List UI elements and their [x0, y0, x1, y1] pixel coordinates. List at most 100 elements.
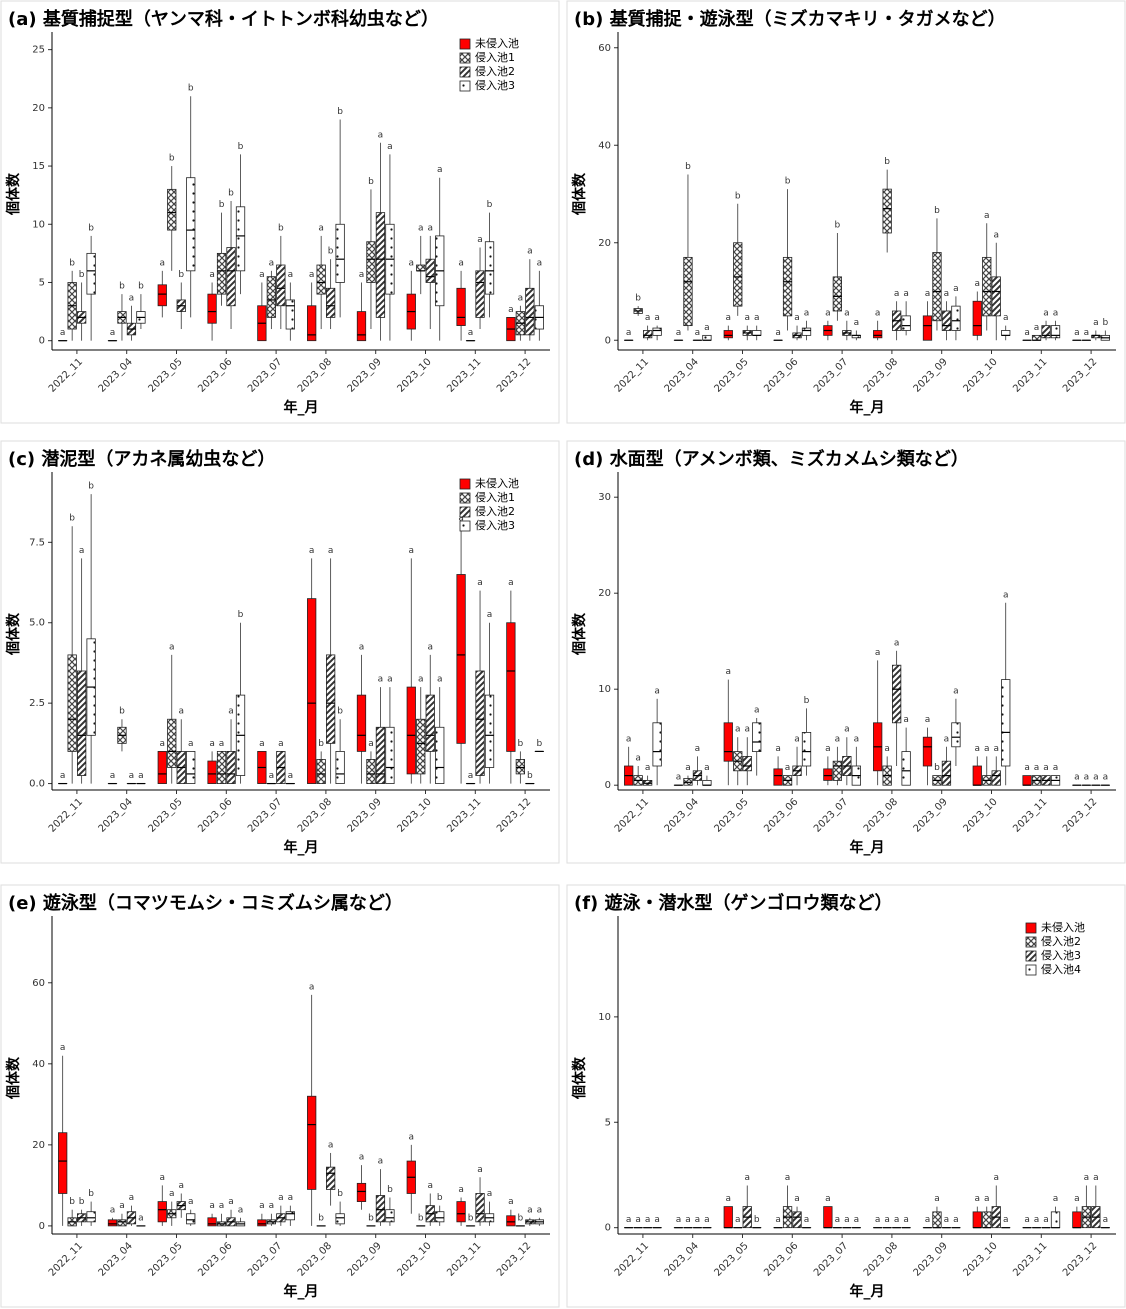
box: [983, 223, 991, 330]
group-letter: a: [894, 289, 900, 299]
box-body: [217, 253, 225, 294]
box-body: [516, 759, 524, 773]
box-body: [793, 1212, 801, 1228]
group-letter: a: [695, 328, 701, 338]
group-letter: a: [518, 293, 524, 303]
box: [892, 651, 900, 766]
group-letter: b: [934, 763, 940, 773]
group-letter: a: [537, 1205, 543, 1215]
group-letter: a: [1043, 763, 1049, 773]
group-letter: a: [477, 578, 483, 588]
box-body: [883, 189, 891, 233]
group-letter: a: [1084, 773, 1090, 783]
box: [1001, 603, 1009, 785]
group-letter: a: [359, 270, 365, 280]
x-tick-label: 2023_04: [663, 356, 701, 394]
box: [833, 747, 841, 785]
group-letter: a: [378, 130, 384, 140]
box: [783, 189, 791, 330]
box: [68, 526, 76, 783]
box: [883, 170, 891, 253]
group-letter: b: [735, 191, 741, 201]
group-letter: a: [278, 1193, 284, 1203]
box: [793, 1207, 801, 1228]
y-axis-title: 個体数: [571, 612, 588, 656]
group-letter: b: [328, 247, 334, 257]
group-letter: a: [209, 739, 215, 749]
box: [1051, 1207, 1059, 1228]
box: [1051, 776, 1059, 786]
box-body: [158, 285, 166, 306]
group-letter: a: [269, 258, 275, 268]
group-letter: a: [188, 739, 194, 749]
group-letter: a: [487, 610, 493, 620]
box-body: [376, 213, 384, 318]
group-letter: a: [984, 1194, 990, 1204]
x-tick-label: 2023_07: [246, 796, 284, 834]
box: [1073, 1207, 1081, 1228]
panel: (f) 遊泳・潜水型（ゲンゴロウ類など）個体数年_月05102022_11202…: [567, 885, 1125, 1307]
y-tick-label: 5: [605, 1117, 611, 1128]
box: [1042, 321, 1050, 341]
box: [118, 294, 126, 341]
group-letter: a: [794, 313, 800, 323]
box: [58, 1056, 66, 1226]
y-tick-label: 5: [39, 277, 45, 288]
y-tick-label: 0: [39, 336, 45, 347]
group-letter: a: [458, 258, 464, 268]
box: [168, 655, 176, 784]
group-letter: a: [1103, 1215, 1109, 1225]
group-letter: a: [884, 1215, 890, 1225]
box-body: [752, 331, 760, 336]
box-body: [1032, 335, 1040, 340]
group-letter: a: [645, 763, 651, 773]
x-tick-label: 2023_11: [1011, 356, 1049, 394]
group-letter: a: [110, 1205, 116, 1215]
box-body: [476, 271, 484, 318]
box: [87, 494, 95, 783]
box: [77, 282, 85, 340]
box: [1032, 335, 1040, 340]
y-tick-label: 5.0: [29, 618, 45, 629]
group-letter: a: [318, 223, 324, 233]
group-letter: a: [487, 1189, 493, 1199]
box-body: [77, 671, 85, 776]
x-tick-label: 2023_12: [495, 796, 533, 834]
group-letter: b: [79, 1197, 85, 1207]
box: [992, 1186, 1000, 1228]
x-tick-label: 2023_05: [146, 356, 184, 394]
box: [307, 282, 315, 340]
legend-swatch: [460, 53, 470, 63]
box-body: [902, 752, 910, 786]
box: [277, 1206, 285, 1226]
box: [317, 236, 325, 329]
group-letter: a: [894, 638, 900, 648]
x-tick-label: 2023_09: [912, 356, 950, 394]
group-letter: a: [735, 725, 741, 735]
group-letter: a: [328, 546, 334, 556]
box: [1101, 331, 1109, 341]
box-body: [992, 277, 1000, 316]
box-body: [336, 1214, 344, 1224]
box-body: [186, 751, 194, 783]
box: [902, 301, 910, 335]
x-axis-title: 年_月: [284, 839, 319, 856]
legend-label: 未侵入池: [1041, 921, 1085, 934]
group-letter: b: [685, 162, 691, 172]
group-letter: a: [1053, 763, 1059, 773]
group-letter: b: [188, 84, 194, 94]
legend-swatch: [1026, 951, 1036, 961]
group-letter: a: [1003, 590, 1009, 600]
group-letter: b: [368, 177, 374, 187]
box: [653, 326, 661, 341]
y-tick-label: 25: [32, 45, 45, 56]
box-body: [1001, 331, 1009, 336]
box: [367, 751, 375, 783]
box: [236, 154, 244, 294]
x-tick-label: 2023_04: [97, 1240, 135, 1278]
box-body: [168, 189, 176, 230]
box-body: [426, 259, 434, 282]
box-body: [435, 727, 443, 783]
panel: (e) 遊泳型（コマツモムシ・コミズムシ属など）個体数年_月0204060202…: [1, 885, 559, 1307]
box: [923, 301, 931, 340]
